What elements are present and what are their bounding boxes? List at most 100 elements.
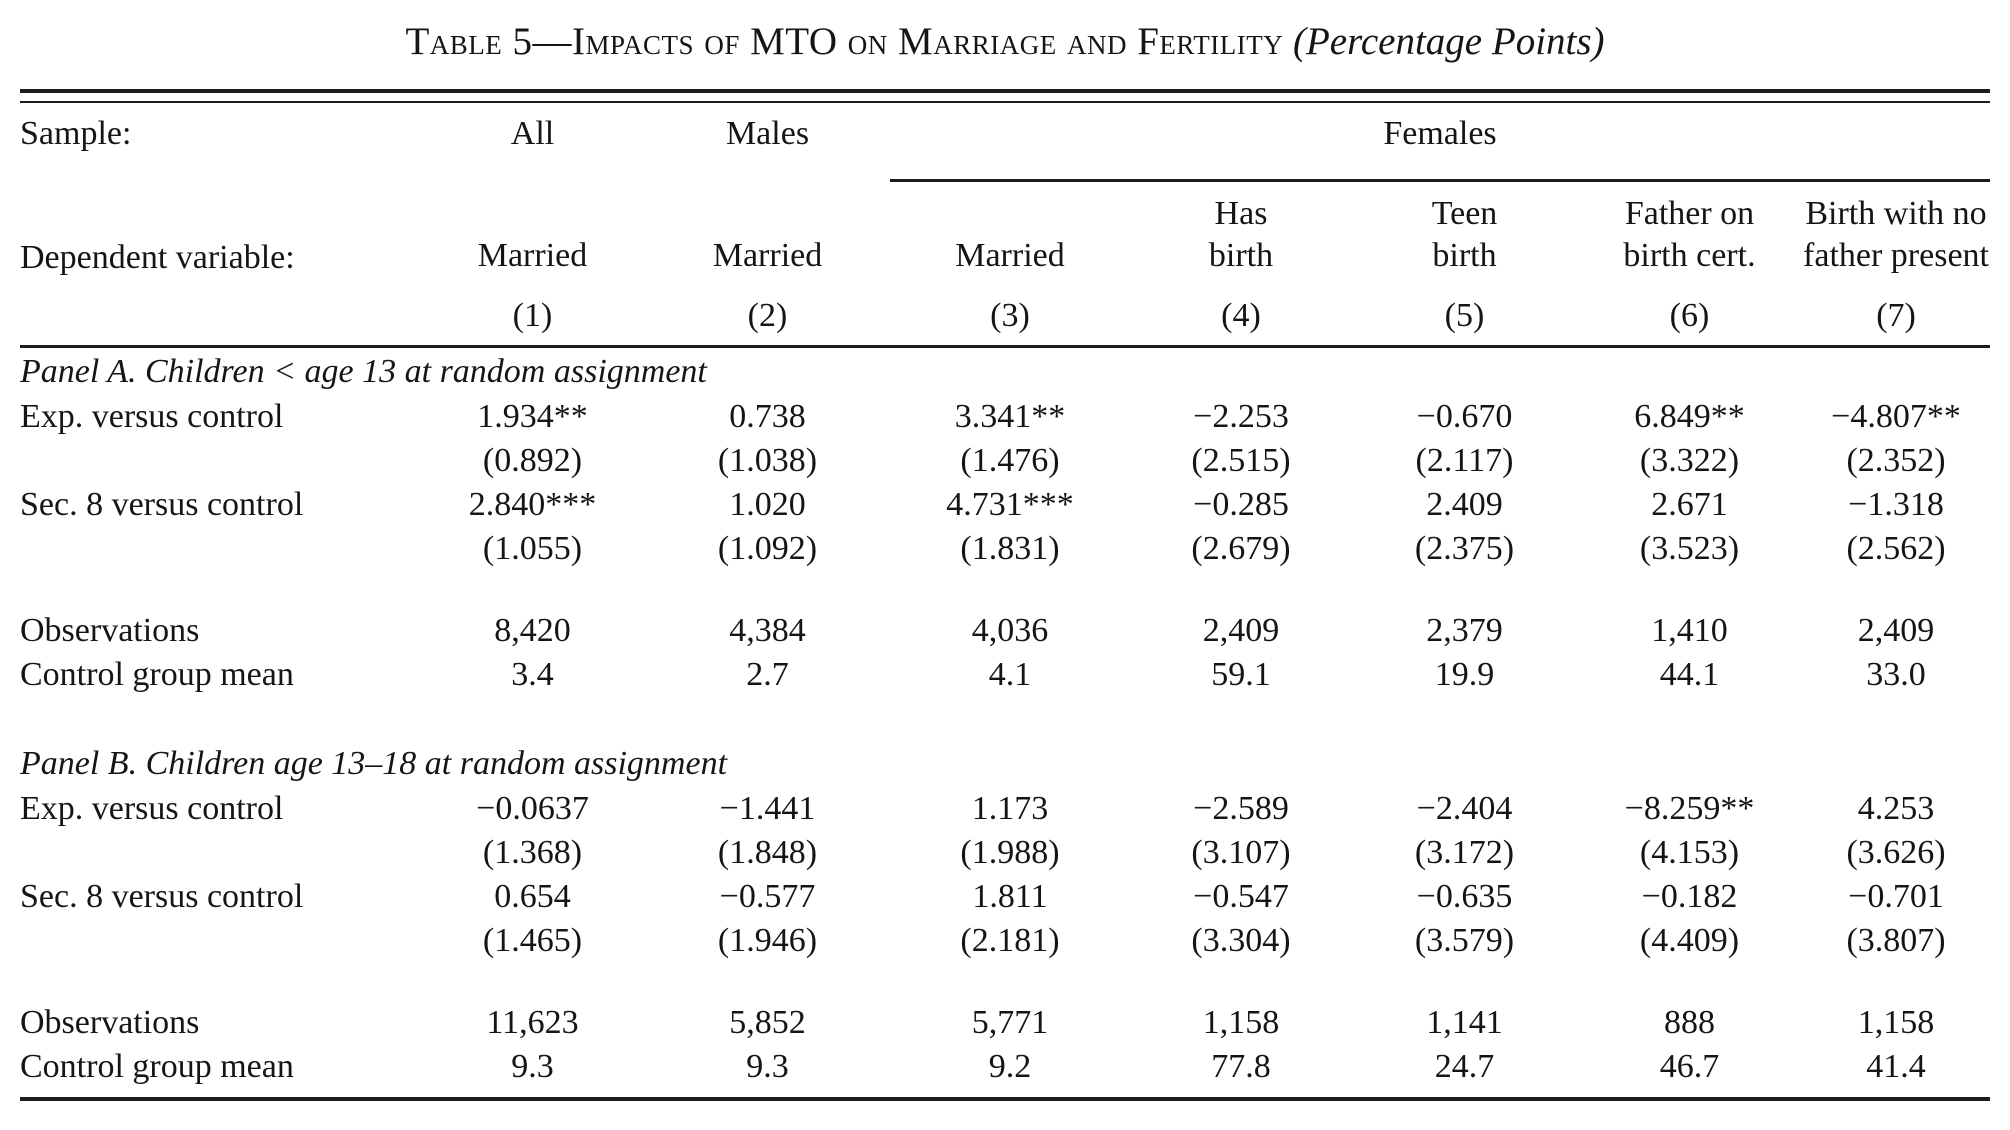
- cell: 77.8: [1211, 1047, 1271, 1085]
- row-label-control-group-mean: Control group mean: [20, 655, 294, 693]
- se-cell: (0.892): [482, 441, 583, 479]
- cell: −2.404: [1416, 789, 1513, 827]
- cell: 3.341**: [954, 397, 1066, 435]
- table-title-note: (Percentage Points): [1293, 20, 1605, 63]
- cell: 1.934**: [477, 397, 588, 435]
- se-cell: (1.368): [482, 833, 583, 871]
- row-label-control-group-mean: Control group mean: [20, 1047, 294, 1085]
- se-cell: (1.988): [960, 833, 1060, 871]
- cell: 4,036: [971, 611, 1049, 649]
- column-number-2: (2): [645, 286, 890, 349]
- se-cell: (2.181): [960, 921, 1060, 959]
- table-row: Exp. versus control 1.934** 0.738 3.341*…: [20, 395, 1990, 439]
- cell: −0.0637: [476, 789, 589, 827]
- cell: −0.182: [1641, 877, 1738, 915]
- se-cell: (1.055): [482, 529, 583, 567]
- se-cell: (2.515): [1191, 441, 1291, 479]
- cell: 41.4: [1866, 1047, 1926, 1085]
- row-label-exp-versus-control: Exp. versus control: [20, 789, 284, 827]
- cell: −2.589: [1193, 789, 1289, 827]
- cell: 2,409: [1857, 611, 1935, 649]
- column-number-1: (1): [420, 286, 645, 349]
- cell: 9.3: [746, 1047, 789, 1085]
- table-row: Sec. 8 versus control 0.654 −0.577 1.811…: [20, 875, 1990, 919]
- table-title-main: Table 5—Impacts of MTO on Marriage and F…: [405, 20, 1284, 63]
- se-cell: (1.038): [717, 441, 818, 479]
- cell: 2,409: [1202, 611, 1280, 649]
- se-cell: (3.322): [1639, 441, 1740, 479]
- panel-b-heading-row: Panel B. Children age 13–18 at random as…: [20, 739, 1990, 787]
- cell: 2.671: [1651, 485, 1728, 523]
- cell: −0.577: [719, 877, 816, 915]
- cell: 5,852: [729, 1003, 806, 1041]
- se-cell: (2.117): [1415, 441, 1514, 479]
- column-number-3: (3): [890, 286, 1130, 349]
- se-cell: (3.172): [1414, 833, 1515, 871]
- cell: 5,771: [971, 1003, 1049, 1041]
- se-cell: (3.304): [1191, 921, 1291, 959]
- table-row: Control group mean 9.3 9.3 9.2 77.8 24.7…: [20, 1045, 1990, 1089]
- cell: 44.1: [1659, 655, 1720, 693]
- cell: 1,410: [1651, 611, 1728, 649]
- column-header-5: Teen birth: [1431, 194, 1498, 274]
- se-cell: (1.831): [960, 529, 1060, 567]
- dependent-variable-row: Dependent variable: Married Married Marr…: [20, 181, 1990, 287]
- cell: 4.1: [988, 655, 1032, 693]
- cell: 59.1: [1211, 655, 1271, 693]
- cell: −0.285: [1193, 485, 1289, 523]
- column-header-4: Has birth: [1208, 194, 1274, 274]
- se-cell: (4.153): [1639, 833, 1740, 871]
- cell: 4.253: [1857, 789, 1935, 827]
- group-header-females: Females: [890, 102, 1991, 183]
- table-row: (0.892) (1.038) (1.476) (2.515) (2.117) …: [20, 439, 1990, 483]
- cell: −0.635: [1416, 877, 1513, 915]
- table-row: Sec. 8 versus control 2.840*** 1.020 4.7…: [20, 483, 1990, 527]
- cell: 4.731***: [946, 485, 1074, 523]
- cell: 1,158: [1202, 1003, 1280, 1041]
- cell: −0.670: [1416, 397, 1513, 435]
- dependent-variable-label: Dependent variable:: [20, 238, 295, 276]
- column-number-7: (7): [1802, 286, 1991, 349]
- se-cell: (1.465): [482, 921, 583, 959]
- bottom-rule: [20, 1096, 1990, 1101]
- panel-a-heading: Panel A. Children < age 13 at random ass…: [20, 352, 707, 390]
- cell: −1.318: [1848, 485, 1944, 523]
- cell: −0.701: [1848, 877, 1944, 915]
- cell: 2.840***: [468, 485, 597, 523]
- se-cell: (3.626): [1846, 833, 1946, 871]
- table-title: Table 5—Impacts of MTO on Marriage and F…: [0, 0, 2010, 67]
- cell: 33.0: [1866, 655, 1926, 693]
- cell: 24.7: [1434, 1047, 1495, 1085]
- sample-row: Sample: All Males Females: [20, 102, 1991, 183]
- spacer-row: [20, 571, 1990, 609]
- se-cell: (2.352): [1846, 441, 1946, 479]
- cell: 1,141: [1426, 1003, 1503, 1041]
- se-cell: (3.579): [1414, 921, 1515, 959]
- column-header-6: Father on birth cert.: [1623, 194, 1756, 274]
- cell: −1.441: [719, 789, 816, 827]
- se-cell: (1.946): [717, 921, 818, 959]
- spacer-row: [20, 963, 1990, 1001]
- results-table: Sample: All Males Females Dependent vari…: [20, 102, 1991, 1089]
- panel-a-heading-row: Panel A. Children < age 13 at random ass…: [20, 347, 1990, 395]
- top-double-rule: [20, 88, 1990, 103]
- se-cell: (1.092): [717, 529, 818, 567]
- column-header-7: Birth with no father present: [1803, 194, 1989, 274]
- column-header-2: Married: [712, 236, 823, 274]
- group-header-all: All: [510, 114, 555, 152]
- table-row: (1.368) (1.848) (1.988) (3.107) (3.172) …: [20, 831, 1990, 875]
- table-row: (1.055) (1.092) (1.831) (2.679) (2.375) …: [20, 527, 1990, 571]
- cell: 11,623: [486, 1003, 579, 1041]
- cell: −0.547: [1193, 877, 1289, 915]
- se-cell: (2.562): [1846, 529, 1946, 567]
- cell: −8.259**: [1624, 789, 1755, 827]
- row-label-observations: Observations: [20, 1003, 200, 1041]
- column-number-4: (4): [1130, 286, 1352, 349]
- table-row: Control group mean 3.4 2.7 4.1 59.1 19.9…: [20, 653, 1990, 697]
- column-number-row: (1) (2) (3) (4) (5) (6) (7): [20, 286, 1991, 349]
- se-cell: (3.523): [1639, 529, 1740, 567]
- cell: 1,158: [1857, 1003, 1935, 1041]
- panel-b-heading: Panel B. Children age 13–18 at random as…: [20, 744, 728, 782]
- column-number-5: (5): [1352, 286, 1577, 349]
- table-row: Observations 11,623 5,852 5,771 1,158 1,…: [20, 1001, 1990, 1045]
